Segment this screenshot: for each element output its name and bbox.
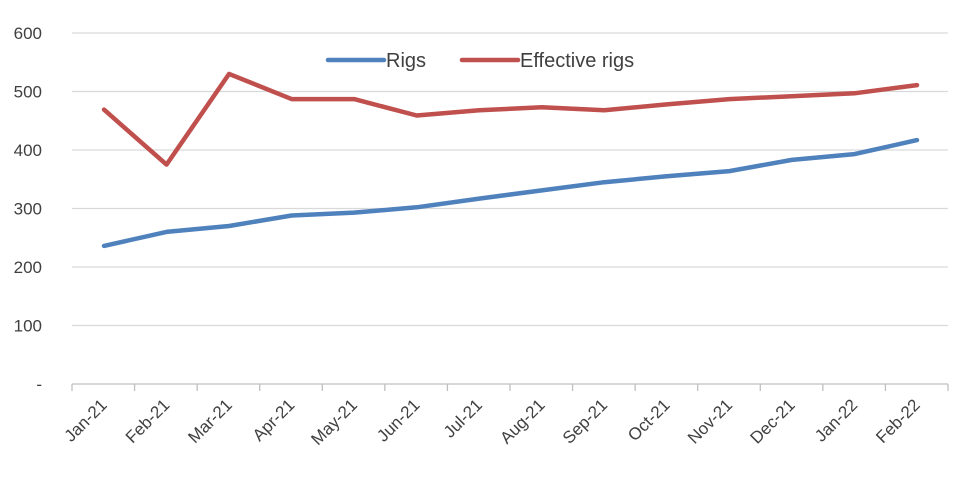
gridlines (72, 32, 948, 327)
y-tick-label: 600 (14, 24, 42, 43)
series-line-1 (101, 71, 920, 167)
legend: Rigs Effective rigs (325, 50, 634, 72)
y-tick-label: 100 (14, 317, 42, 336)
x-tick-label: Apr-21 (249, 395, 299, 445)
y-tick-label: 200 (14, 258, 42, 277)
y-tick-label: - (36, 375, 42, 394)
x-tick-label: Mar-21 (184, 395, 236, 447)
x-axis (71, 383, 949, 391)
y-tick-label: 300 (14, 200, 42, 219)
x-tick-label: Dec-21 (747, 395, 799, 447)
y-tick-label: 400 (14, 141, 42, 160)
legend-label: Rigs (386, 50, 426, 72)
legend-label: Effective rigs (520, 50, 634, 72)
x-axis-ticks: Jan-21 Feb-21 Mar-21 Apr-21 May-21 Jun-21 Jul-… (61, 395, 924, 449)
x-tick-label: Aug-21 (496, 395, 548, 447)
x-tick-label: May-21 (307, 395, 361, 449)
x-tick-label: Oct-21 (624, 395, 674, 445)
y-axis-ticks: - 100 200 300 400 500 600 (14, 24, 42, 394)
x-tick-label: Feb-21 (122, 395, 174, 447)
x-tick-label: Nov-21 (684, 395, 736, 447)
series-lines (101, 71, 920, 249)
x-tick-label: Jun-21 (373, 395, 423, 445)
y-tick-label: 500 (14, 83, 42, 102)
x-tick-label: Jul-21 (440, 395, 486, 441)
x-tick-label: Sep-21 (559, 395, 611, 447)
x-tick-label: Jan-21 (61, 395, 111, 445)
x-tick-label: Jan-22 (811, 395, 861, 445)
x-tick-label: Feb-22 (872, 395, 924, 447)
series-line-0 (101, 137, 920, 249)
